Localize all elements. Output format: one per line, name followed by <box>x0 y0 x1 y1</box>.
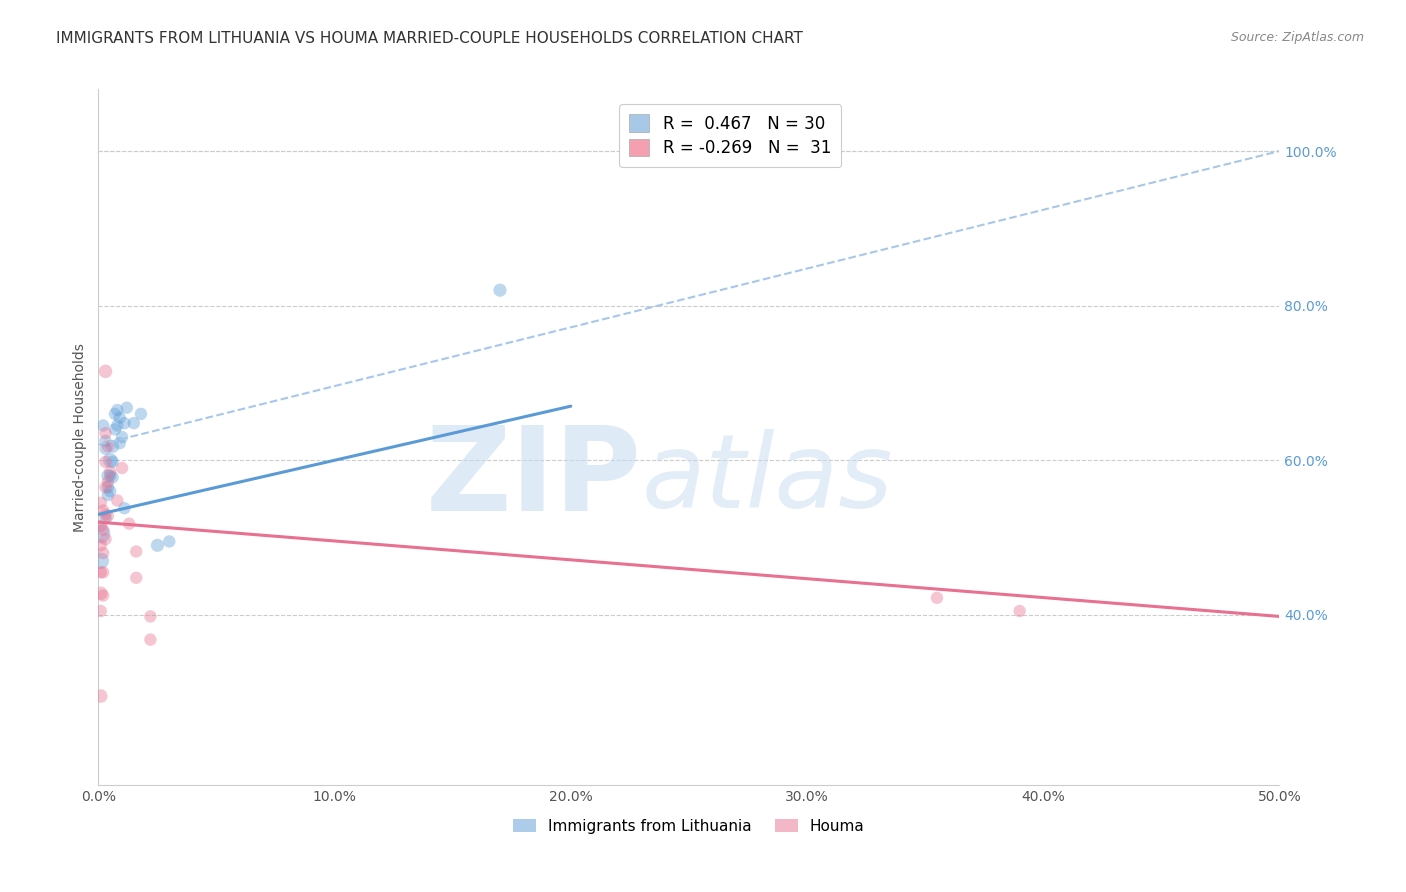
Point <box>125 571 148 585</box>
Point <box>94 480 117 494</box>
Point <box>94 364 117 378</box>
Legend: Immigrants from Lithuania, Houma: Immigrants from Lithuania, Houma <box>508 813 870 840</box>
Point <box>925 591 948 605</box>
Point <box>97 439 120 453</box>
Point <box>91 546 114 560</box>
Text: atlas: atlas <box>641 429 893 529</box>
Point <box>91 503 114 517</box>
Point <box>94 511 117 525</box>
Point <box>97 475 120 489</box>
Point <box>122 416 145 430</box>
Point <box>112 501 135 516</box>
Point <box>118 516 141 531</box>
Point <box>101 455 124 469</box>
Point <box>108 436 131 450</box>
Point <box>104 407 127 421</box>
Point <box>98 484 121 499</box>
Point <box>90 566 112 580</box>
Point <box>94 426 117 441</box>
Point <box>94 455 117 469</box>
Point <box>105 418 128 433</box>
Point <box>97 480 120 494</box>
Point <box>125 544 148 558</box>
Point <box>98 465 121 479</box>
Point <box>90 554 112 568</box>
Y-axis label: Married-couple Households: Married-couple Households <box>73 343 87 532</box>
Point <box>97 508 120 523</box>
Point <box>104 422 127 436</box>
Text: Source: ZipAtlas.com: Source: ZipAtlas.com <box>1230 31 1364 45</box>
Point <box>97 468 120 483</box>
Text: ZIP: ZIP <box>426 421 641 536</box>
Point <box>94 508 117 522</box>
Point <box>90 689 112 703</box>
Point <box>101 439 124 453</box>
Point <box>90 526 112 541</box>
Point <box>94 434 117 448</box>
Text: IMMIGRANTS FROM LITHUANIA VS HOUMA MARRIED-COUPLE HOUSEHOLDS CORRELATION CHART: IMMIGRANTS FROM LITHUANIA VS HOUMA MARRI… <box>56 31 803 46</box>
Point <box>115 401 138 415</box>
Point <box>97 488 120 502</box>
Point <box>94 442 117 456</box>
Point <box>1008 604 1031 618</box>
Point <box>105 403 128 417</box>
Point <box>139 609 162 624</box>
Point <box>101 470 124 484</box>
Point <box>90 538 112 552</box>
Point <box>98 453 121 467</box>
Point <box>91 589 114 603</box>
Point <box>90 604 112 618</box>
Point <box>91 523 114 537</box>
Point <box>90 586 112 600</box>
Point <box>108 410 131 425</box>
Point <box>139 632 162 647</box>
Point <box>90 496 112 510</box>
Point <box>90 519 112 533</box>
Point <box>489 283 512 297</box>
Point <box>91 566 114 580</box>
Point <box>112 416 135 430</box>
Point <box>91 418 114 433</box>
Point <box>157 534 180 549</box>
Point <box>129 407 152 421</box>
Point <box>146 538 169 552</box>
Point <box>111 430 134 444</box>
Point <box>111 461 134 475</box>
Point <box>98 468 121 483</box>
Point <box>94 532 117 546</box>
Point <box>105 493 128 508</box>
